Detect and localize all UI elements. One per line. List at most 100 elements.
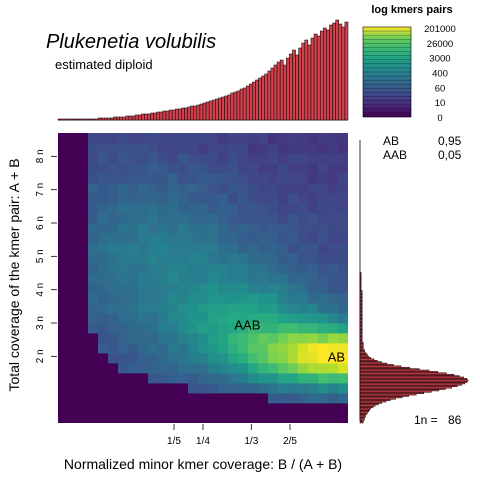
heatmap-cell	[118, 293, 129, 304]
heatmap-cell	[208, 413, 219, 423]
top-histogram-bar	[107, 117, 111, 121]
heatmap-cell	[108, 273, 119, 284]
heatmap-cell	[188, 173, 199, 184]
heatmap-cell	[98, 383, 109, 394]
top-histogram-bar	[67, 118, 71, 121]
heatmap-cell	[138, 133, 149, 144]
heatmap-cell	[308, 303, 319, 314]
top-histogram-bar	[245, 85, 250, 121]
top-histogram-bar	[162, 110, 167, 121]
heatmap-cell	[248, 333, 259, 344]
heatmap-cell	[78, 313, 89, 324]
heatmap-cell	[298, 273, 309, 284]
heatmap-cell	[338, 343, 348, 354]
heatmap-cell	[298, 213, 309, 224]
heatmap-cell	[258, 313, 269, 324]
heatmap-cell	[128, 303, 139, 314]
top-histogram-bar	[141, 113, 145, 121]
heatmap-cell	[78, 253, 89, 264]
heatmap-cell	[208, 143, 219, 154]
heatmap-cell	[108, 333, 119, 344]
top-histogram-bar	[153, 112, 157, 121]
heatmap-cell	[218, 163, 229, 174]
heatmap-cell	[278, 273, 289, 284]
heatmap-cell	[168, 413, 179, 423]
heatmap-cell	[248, 323, 259, 334]
heatmap-cell	[278, 153, 289, 164]
top-histogram-bar	[184, 107, 188, 121]
heatmap-cell	[118, 403, 129, 414]
heatmap-cell	[98, 263, 109, 274]
heatmap-cell	[228, 153, 239, 164]
heatmap-cell	[248, 403, 259, 414]
heatmap-cell	[78, 153, 89, 164]
heatmap-cell	[158, 333, 169, 344]
top-histogram-bar	[273, 64, 278, 121]
heatmap-cell	[98, 363, 109, 374]
proportion-value-ab: 0,95	[438, 134, 462, 148]
top-histogram-bar	[168, 109, 173, 121]
top-histogram-bar	[332, 22, 336, 121]
heatmap-cell	[178, 303, 189, 314]
top-histogram-bar	[79, 118, 83, 121]
heatmap-cell	[338, 233, 348, 244]
heatmap-cell	[128, 253, 139, 264]
heatmap-cell	[328, 383, 339, 394]
heatmap-cell	[198, 373, 209, 384]
top-histogram-bar	[301, 42, 306, 121]
heatmap-cell	[88, 413, 99, 423]
heatmap-cell	[238, 333, 249, 344]
heatmap-cell	[238, 313, 249, 324]
heatmap-cell	[98, 253, 109, 264]
top-histogram-bar	[208, 100, 213, 121]
heatmap-cell	[88, 383, 99, 394]
top-histogram-bar	[159, 111, 164, 121]
heatmap-cell	[128, 323, 139, 334]
top-histogram-bar	[104, 117, 108, 121]
heatmap-cell	[288, 353, 299, 364]
top-histogram-bar	[202, 102, 207, 121]
heatmap-cell	[118, 383, 129, 394]
heatmap-cell	[158, 403, 169, 414]
heatmap-cell	[328, 183, 339, 194]
heatmap-cell	[58, 183, 69, 194]
heatmap-cell	[298, 413, 309, 423]
heatmap-cell	[78, 343, 89, 354]
heatmap-cell	[228, 253, 239, 264]
heatmap	[58, 133, 348, 423]
heatmap-cell	[178, 243, 189, 254]
heatmap-cell	[178, 413, 189, 423]
heatmap-cell	[208, 153, 219, 164]
heatmap-cell	[68, 233, 79, 244]
heatmap-cell	[228, 323, 239, 334]
heatmap-cell	[208, 203, 219, 214]
heatmap-cell	[338, 193, 348, 204]
heatmap-cell	[338, 383, 348, 394]
heatmap-cell	[288, 343, 299, 354]
heatmap-cell	[238, 373, 249, 384]
heatmap-cell	[178, 283, 189, 294]
heatmap-cell	[288, 373, 299, 384]
heatmap-cell	[138, 193, 149, 204]
heatmap-cell	[158, 213, 169, 224]
top-histogram-bar	[128, 115, 133, 121]
heatmap-cell	[288, 143, 299, 154]
heatmap-cell	[338, 183, 348, 194]
heatmap-cell	[148, 143, 159, 154]
heatmap-cell	[228, 163, 239, 174]
heatmap-cell	[78, 383, 89, 394]
heatmap-cell	[58, 163, 69, 174]
heatmap-cell	[218, 413, 229, 423]
heatmap-cell	[318, 233, 329, 244]
top-histogram-bar	[116, 116, 120, 121]
heatmap-cell	[268, 193, 279, 204]
heatmap-cell	[128, 153, 139, 164]
heatmap-cell	[98, 133, 109, 144]
top-histogram-bar	[137, 114, 142, 121]
heatmap-cell	[158, 363, 169, 374]
top-histogram-bar	[156, 111, 161, 121]
heatmap-cell	[318, 323, 329, 334]
heatmap-cell	[338, 133, 348, 144]
heatmap-cell	[178, 393, 189, 404]
heatmap-cell	[248, 293, 259, 304]
